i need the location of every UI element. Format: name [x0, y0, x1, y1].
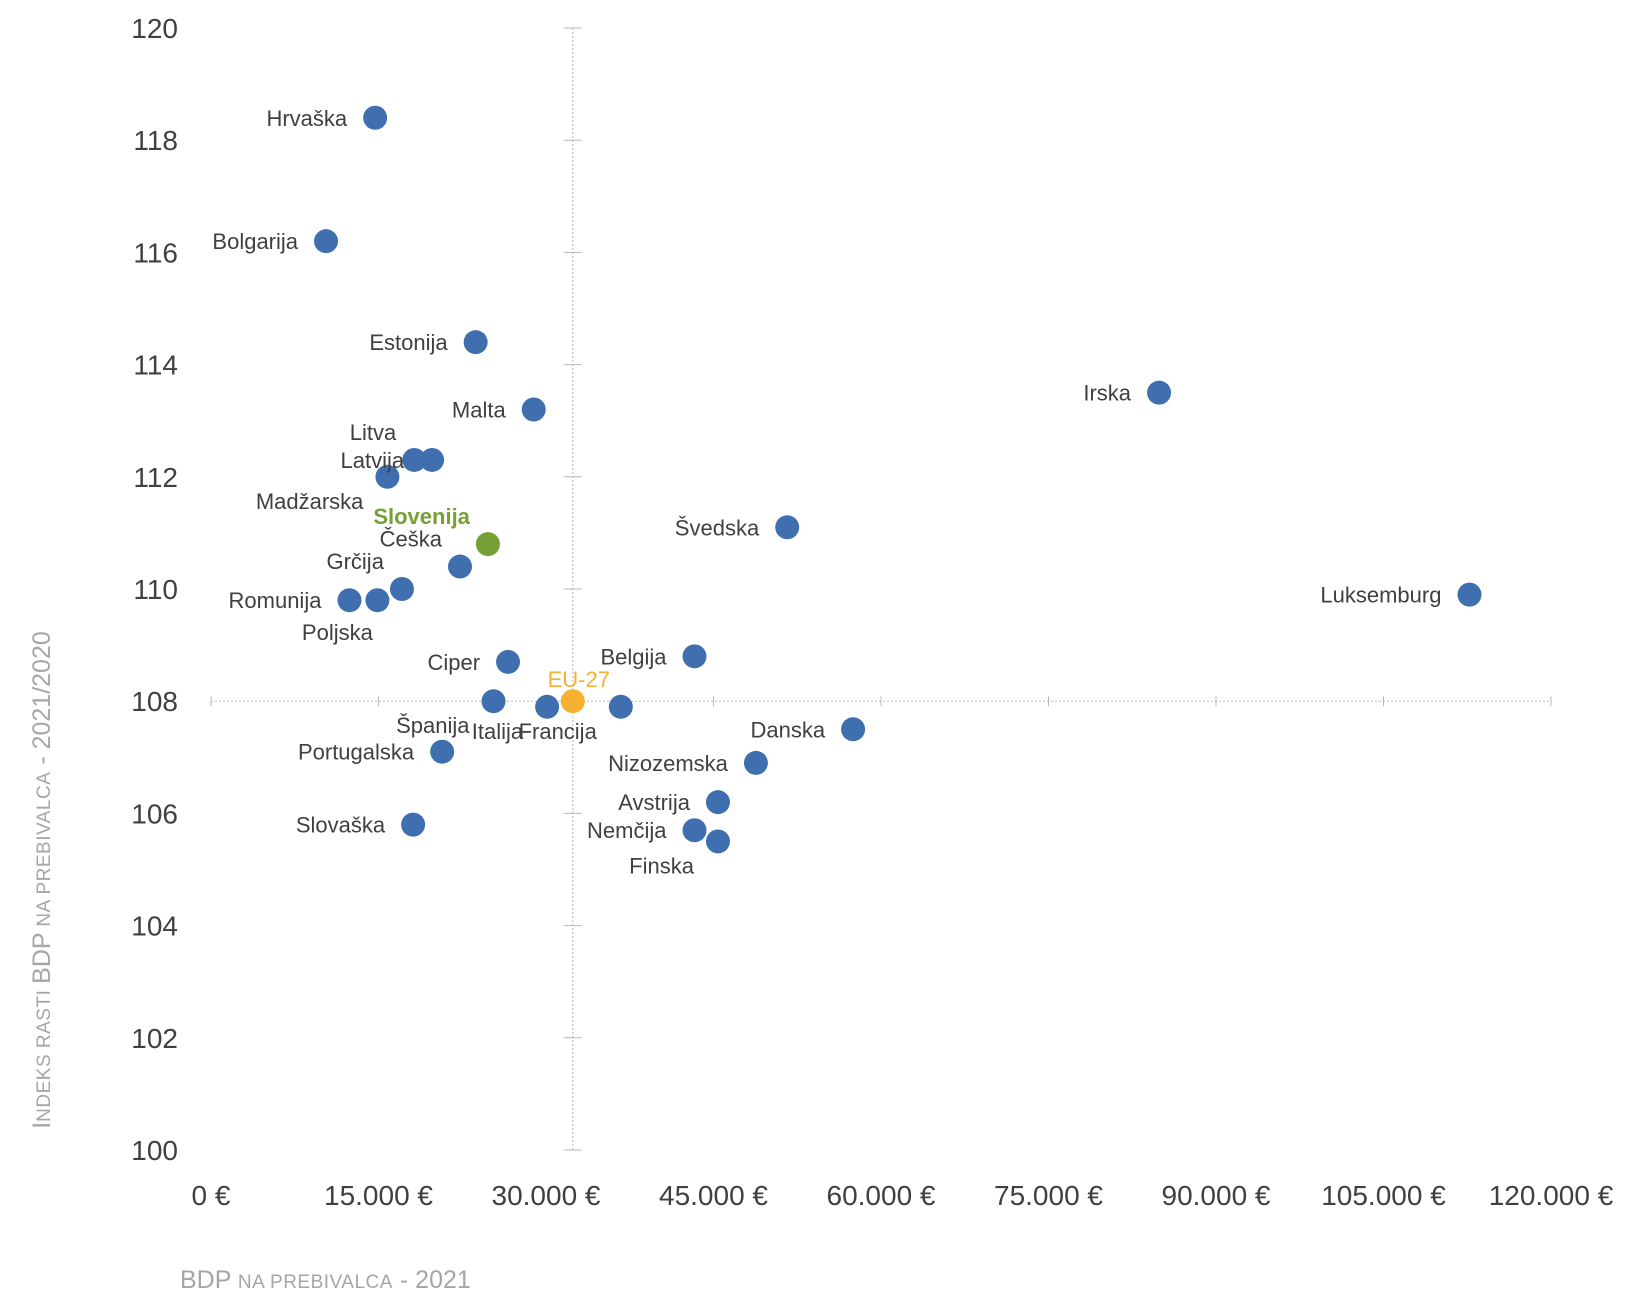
- point-grčija: [389, 577, 414, 601]
- x-tick-label: 15.000 €: [324, 1180, 433, 1211]
- point-label: EU-27: [548, 667, 610, 692]
- point-slovenija: [475, 532, 500, 557]
- data-points: [314, 105, 1482, 854]
- point-estonija: [463, 330, 488, 355]
- x-tick-label: 60.000 €: [827, 1180, 936, 1211]
- point-label: Nemčija: [587, 818, 667, 843]
- point-label: Irska: [1083, 381, 1131, 406]
- point-label: Slovaška: [296, 813, 386, 838]
- point-label: Latvija: [341, 448, 405, 473]
- y-tick-label: 108: [131, 686, 178, 717]
- y-tick-label: 114: [133, 350, 178, 381]
- point-nemčija: [682, 818, 707, 843]
- y-tick-label: 116: [133, 237, 178, 268]
- axis-title-part: - 2021: [393, 1266, 471, 1294]
- point-poljska: [365, 588, 390, 613]
- axis-title-part: NA PREBIVALCA: [238, 1272, 393, 1293]
- point-belgija: [682, 644, 707, 669]
- point-danska: [841, 717, 866, 742]
- point-label: Romunija: [229, 588, 323, 613]
- point-ciper: [496, 649, 521, 674]
- point-label: Švedska: [675, 515, 760, 540]
- y-tick-label: 112: [133, 462, 178, 493]
- point-bolgarija: [314, 229, 339, 254]
- point-label: Avstrija: [618, 790, 690, 815]
- point-label: Češka: [380, 527, 443, 552]
- point-label: Malta: [452, 397, 507, 422]
- point-španija: [481, 689, 506, 714]
- point-irska: [1147, 380, 1172, 405]
- y-tick-label: 104: [131, 911, 178, 942]
- point-litva: [402, 447, 427, 472]
- axis-title-part: BDP: [28, 932, 56, 983]
- point-label: Bolgarija: [212, 229, 298, 254]
- y-tick-label: 110: [133, 574, 178, 605]
- axis-title-part: - 2021/2020: [28, 631, 56, 771]
- point-francija: [608, 694, 633, 719]
- point-hrvaška: [363, 105, 388, 130]
- point-label: Italija: [472, 719, 524, 744]
- point-label: Slovenija: [373, 504, 470, 529]
- x-tick-label: 105.000 €: [1321, 1180, 1446, 1211]
- point-label: Luksemburg: [1320, 583, 1441, 608]
- point-label: Madžarska: [256, 489, 364, 514]
- point-romunija: [337, 588, 362, 613]
- point-label: Poljska: [302, 620, 374, 645]
- point-italija: [535, 694, 560, 719]
- point-latvija: [420, 447, 445, 472]
- y-tick-label: 118: [133, 125, 178, 156]
- point-label: Španija: [396, 713, 470, 738]
- x-tick-label: 45.000 €: [659, 1180, 768, 1211]
- point-portugalska: [430, 739, 455, 764]
- x-tick-label: 120.000 €: [1489, 1180, 1614, 1211]
- point-label: Ciper: [427, 650, 480, 675]
- point-labels: Hrvaška Bolgarija Estonija Malta Litva Latvij…: [212, 106, 1441, 879]
- axis-title-part: BDP: [180, 1266, 238, 1294]
- point-label: Finska: [629, 853, 695, 878]
- y-tick-label: 102: [131, 1023, 178, 1054]
- crosshair-lines: [210, 27, 1552, 1151]
- point-madžarska: [375, 464, 400, 489]
- point-eu-27: [560, 689, 585, 714]
- point-label: Hrvaška: [266, 106, 347, 131]
- point-label: Grčija: [326, 549, 384, 574]
- point-label: Nizozemska: [608, 751, 729, 776]
- point-finska: [705, 829, 730, 854]
- x-tick-label: 0 €: [192, 1180, 231, 1211]
- point-avstrija: [705, 790, 730, 815]
- point-label: Danska: [750, 717, 825, 742]
- y-axis-ticks: 100 102 104 106 108 110 112 114 116 118 120: [131, 13, 178, 1166]
- point-label: Portugalska: [298, 740, 415, 765]
- x-tick-label: 30.000 €: [492, 1180, 601, 1211]
- axis-title-part: NA PREBIVALCA: [34, 772, 55, 933]
- axis-title-part: NDEKS RASTI: [34, 984, 55, 1122]
- y-tick-label: 100: [131, 1135, 178, 1166]
- y-tick-label: 106: [131, 798, 178, 829]
- point-luksemburg: [1457, 582, 1482, 607]
- x-axis-ticks: 0 € 15.000 € 30.000 € 45.000 € 60.000 € 75.00…: [192, 1180, 1614, 1211]
- point-label: Estonija: [369, 330, 448, 355]
- point-češka: [448, 554, 473, 579]
- point-malta: [521, 397, 546, 422]
- y-tick-label: 120: [131, 13, 178, 44]
- point-label: Belgija: [600, 644, 667, 669]
- x-tick-label: 90.000 €: [1162, 1180, 1271, 1211]
- point-label: Francija: [519, 719, 598, 744]
- y-axis-title: INDEKS RASTI BDP NA PREBIVALCA - 2021/20…: [28, 631, 56, 1129]
- point-nizozemska: [743, 750, 768, 775]
- point-švedska: [775, 515, 800, 540]
- point-label: Litva: [350, 420, 397, 445]
- x-tick-label: 75.000 €: [994, 1180, 1103, 1211]
- axis-title-part: I: [28, 1122, 56, 1129]
- point-slovaška: [401, 812, 426, 837]
- x-axis-title: BDP NA PREBIVALCA - 2021: [180, 1266, 471, 1294]
